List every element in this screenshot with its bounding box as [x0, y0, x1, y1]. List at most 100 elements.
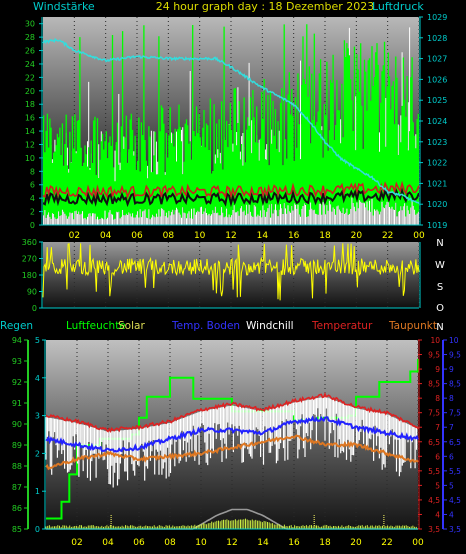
x-tick-label: 16 [288, 231, 300, 241]
y2-tick-label: 1029 [427, 13, 447, 22]
y-tick-label: 8 [30, 167, 35, 176]
humidity-tick-label: 88 [12, 462, 22, 471]
temperature-series [45, 391, 419, 434]
temp-tick-label: 9 [435, 365, 440, 374]
y2-tick-label: 1025 [427, 96, 447, 105]
x-tick-label: 20 [350, 538, 362, 548]
compass-label: O [436, 303, 444, 314]
y-tick-label: 2 [30, 208, 35, 217]
y-tick-label: 22 [25, 73, 35, 82]
rain-tick-label: 2 [35, 449, 40, 458]
x-tick-label: 08 [163, 231, 175, 241]
humidity-tick-label: 92 [12, 378, 22, 387]
y-tick-label: 14 [25, 127, 35, 136]
humidity-tick-label: 86 [12, 504, 22, 513]
temp-tick-label: 5,5 [428, 467, 440, 476]
wind-pressure-panel: 02 04 06 08 10 12 14 16 18 20 22 000246810121416182… [25, 13, 448, 241]
x-tick-label: 22 [381, 538, 392, 548]
compass-label: N [436, 238, 443, 249]
legend-entry: Regen [0, 320, 33, 332]
x-tick-label: 04 [100, 231, 112, 241]
rain-tick-label: 0 [35, 525, 40, 534]
x-tick-label: 10 [195, 538, 207, 548]
y-tick-label: 18 [25, 100, 35, 109]
winddir-series [42, 243, 420, 301]
legend-entry: Luftfeuchte [66, 320, 126, 332]
x-tick-label: 18 [319, 538, 331, 548]
legend-entry: Temp. Boden [171, 320, 240, 332]
dewpoint-series [45, 434, 419, 471]
pressure-series [42, 37, 420, 205]
soil-tick-label: 9 [449, 365, 454, 374]
y-tick-label: 4 [30, 194, 35, 203]
x-tick-label: 12 [225, 231, 236, 241]
y-tick-label: 28 [25, 33, 35, 42]
y2-tick-label: 1019 [427, 221, 447, 230]
temp-tick-label: 4,5 [428, 496, 440, 505]
x-tick-label: 14 [257, 231, 269, 241]
y-tick-label: 24 [25, 60, 35, 69]
soil-tick-label: 7 [449, 423, 454, 432]
temp-tick-label: 4 [435, 510, 440, 519]
y-tick-label: 0 [30, 221, 35, 230]
y2-tick-label: 1024 [427, 117, 447, 126]
temp-tick-label: 8,5 [428, 380, 440, 389]
x-tick-label: 00 [412, 538, 424, 548]
rain-tick-label: 4 [35, 374, 40, 383]
temp-tick-label: 6 [435, 452, 440, 461]
humidity-tick-label: 89 [12, 441, 22, 450]
y-tick-label: 30 [25, 20, 35, 29]
soil-tick-label: 10 [449, 336, 459, 345]
y-tick-label: 0 [32, 304, 37, 313]
x-tick-label: 06 [133, 538, 145, 548]
wind-axis-title: Windstärke [33, 0, 95, 13]
y-tick-label: 90 [27, 288, 37, 297]
soil-tick-label: 8 [449, 394, 454, 403]
temp-tick-label: 8 [435, 394, 440, 403]
wind-series [42, 24, 419, 220]
x-tick-label: 14 [257, 538, 269, 548]
y-tick-label: 6 [30, 181, 35, 190]
temp-tick-label: 10 [430, 336, 440, 345]
soil-tick-label: 3,5 [449, 525, 461, 534]
humidity-tick-label: 91 [12, 399, 22, 408]
chart-title: 24 hour graph day : 18 Dezember 2023 [156, 0, 375, 13]
y2-tick-label: 1023 [427, 138, 447, 147]
y-tick-label: 26 [25, 47, 35, 56]
temp-tick-label: 6,5 [428, 438, 440, 447]
soil-tick-label: 5,5 [449, 467, 461, 476]
y2-tick-label: 1027 [427, 55, 447, 64]
temp-tick-label: 7 [435, 423, 440, 432]
y2-tick-label: 1022 [427, 159, 447, 168]
soil-tick-label: 9,5 [449, 351, 461, 360]
uv-series [45, 518, 417, 529]
soil-tick-label: 6 [449, 452, 454, 461]
soil-tick-label: 5 [449, 481, 454, 490]
x-tick-label: 08 [164, 538, 176, 548]
x-tick-label: 04 [102, 538, 114, 548]
soil-tick-label: 8,5 [449, 380, 461, 389]
pressure-axis-title: Luftdruck [372, 0, 424, 13]
x-tick-label: 02 [71, 538, 82, 548]
temp-tick-label: 9,5 [428, 351, 440, 360]
humidity-tick-label: 94 [12, 336, 22, 345]
x-tick-label: 22 [382, 231, 393, 241]
x-tick-label: 00 [413, 231, 425, 241]
x-tick-label: 06 [131, 231, 143, 241]
y-tick-label: 12 [25, 140, 35, 149]
temp-tick-label: 3,5 [428, 525, 440, 534]
soil-tick-label: 4,5 [449, 496, 461, 505]
y2-tick-label: 1026 [427, 75, 447, 84]
humidity-tick-label: 85 [12, 525, 22, 534]
soiltemp-series [45, 415, 419, 453]
x-tick-label: 12 [226, 538, 237, 548]
humidity-tick-label: 87 [12, 483, 22, 492]
x-tick-label: 20 [351, 231, 363, 241]
y-tick-label: 16 [25, 114, 35, 123]
rain-tick-label: 1 [35, 487, 40, 496]
y-tick-label: 20 [25, 87, 35, 96]
rain-tick-label: 3 [35, 412, 40, 421]
